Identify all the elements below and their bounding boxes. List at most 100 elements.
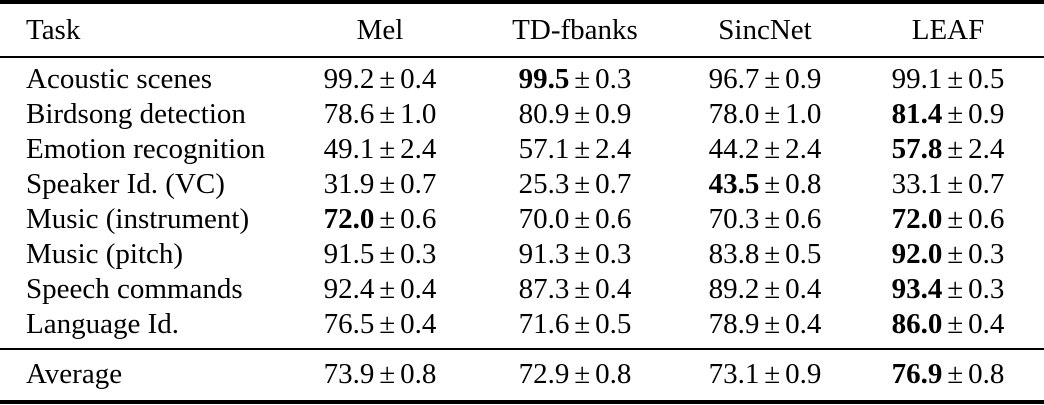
score-std: 0.4: [400, 63, 437, 95]
column-header-mel: Mel: [356, 14, 404, 46]
task-cell: Language Id.: [26, 308, 179, 340]
plus-minus-sign: ±: [574, 358, 591, 390]
score-std: 0.4: [400, 308, 437, 340]
score-cell: 89.2 ±0.4: [678, 272, 852, 307]
score-mean: 76.5: [323, 308, 375, 340]
plus-minus-sign: ±: [379, 203, 396, 235]
task-cell: Music (pitch): [26, 238, 184, 270]
score-cell: 93.4 ±0.3: [852, 272, 1044, 307]
plus-minus-sign: ±: [764, 358, 781, 390]
score-std: 0.4: [785, 273, 822, 305]
score-std: 2.4: [400, 133, 437, 165]
score-std: 2.4: [968, 133, 1005, 165]
table-row: Speaker Id. (VC) 31.9 ±0.7 25.3 ±0.7 43.5 ±0.8…: [0, 167, 1044, 202]
score-mean: 78.6: [323, 98, 375, 130]
score-mean: 92.4: [323, 273, 375, 305]
task-cell: Average: [26, 358, 123, 390]
task-cell: Speech commands: [26, 273, 243, 305]
plus-minus-sign: ±: [947, 168, 964, 200]
plus-minus-sign: ±: [379, 238, 396, 270]
score-cell: 25.3 ±0.7: [472, 167, 678, 202]
score-mean: 72.0: [323, 203, 375, 235]
score-std: 0.3: [595, 238, 632, 270]
plus-minus-sign: ±: [947, 203, 964, 235]
score-mean: 57.8: [891, 133, 943, 165]
score-cell: 81.4 ±0.9: [852, 97, 1044, 132]
score-mean: 70.0: [518, 203, 570, 235]
column-header-sincnet: SincNet: [718, 14, 812, 46]
score-cell: 92.4 ±0.4: [288, 272, 472, 307]
score-mean: 80.9: [518, 98, 570, 130]
plus-minus-sign: ±: [379, 63, 396, 95]
score-std: 0.3: [968, 273, 1005, 305]
score-mean: 72.0: [891, 203, 943, 235]
plus-minus-sign: ±: [947, 238, 964, 270]
task-cell: Birdsong detection: [26, 98, 246, 130]
plus-minus-sign: ±: [379, 273, 396, 305]
score-std: 0.6: [968, 203, 1005, 235]
score-std: 0.7: [968, 168, 1005, 200]
score-cell: 76.9 ±0.8: [852, 349, 1044, 402]
score-cell: 70.0 ±0.6: [472, 202, 678, 237]
score-mean: 83.8: [708, 238, 760, 270]
score-cell: 73.1 ±0.9: [678, 349, 852, 402]
score-cell: 72.0 ±0.6: [288, 202, 472, 237]
plus-minus-sign: ±: [764, 63, 781, 95]
score-std: 0.6: [400, 203, 437, 235]
score-std: 0.3: [400, 238, 437, 270]
plus-minus-sign: ±: [764, 308, 781, 340]
score-mean: 99.2: [323, 63, 375, 95]
score-mean: 99.5: [518, 63, 570, 95]
score-std: 0.5: [785, 238, 822, 270]
score-cell: 71.6 ±0.5: [472, 307, 678, 349]
plus-minus-sign: ±: [379, 358, 396, 390]
plus-minus-sign: ±: [574, 203, 591, 235]
column-header-leaf: LEAF: [911, 14, 985, 46]
plus-minus-sign: ±: [947, 273, 964, 305]
score-cell: 57.8 ±2.4: [852, 132, 1044, 167]
score-cell: 99.1 ±0.5: [852, 57, 1044, 97]
plus-minus-sign: ±: [764, 168, 781, 200]
score-cell: 49.1 ±2.4: [288, 132, 472, 167]
table-row: Language Id. 76.5 ±0.4 71.6 ±0.5 78.9 ±0.4 86.0…: [0, 307, 1044, 349]
table-row: Birdsong detection 78.6 ±1.0 80.9 ±0.9 78.0 ±1…: [0, 97, 1044, 132]
score-cell: 78.6 ±1.0: [288, 97, 472, 132]
score-std: 0.3: [595, 63, 632, 95]
plus-minus-sign: ±: [574, 63, 591, 95]
plus-minus-sign: ±: [574, 168, 591, 200]
score-cell: 76.5 ±0.4: [288, 307, 472, 349]
score-mean: 87.3: [518, 273, 570, 305]
score-std: 0.7: [400, 168, 437, 200]
plus-minus-sign: ±: [947, 63, 964, 95]
score-mean: 92.0: [891, 238, 943, 270]
score-cell: 96.7 ±0.9: [678, 57, 852, 97]
plus-minus-sign: ±: [379, 133, 396, 165]
plus-minus-sign: ±: [764, 273, 781, 305]
column-header-task: Task: [26, 14, 81, 46]
task-cell: Speaker Id. (VC): [26, 168, 225, 200]
score-cell: 91.5 ±0.3: [288, 237, 472, 272]
plus-minus-sign: ±: [379, 98, 396, 130]
score-cell: 33.1 ±0.7: [852, 167, 1044, 202]
plus-minus-sign: ±: [379, 168, 396, 200]
score-std: 0.7: [595, 168, 632, 200]
score-mean: 86.0: [891, 308, 943, 340]
plus-minus-sign: ±: [947, 133, 964, 165]
score-mean: 93.4: [891, 273, 943, 305]
score-std: 2.4: [595, 133, 632, 165]
score-std: 0.8: [968, 358, 1005, 390]
score-std: 0.9: [968, 98, 1005, 130]
plus-minus-sign: ±: [574, 308, 591, 340]
plus-minus-sign: ±: [947, 358, 964, 390]
score-mean: 81.4: [891, 98, 943, 130]
table-row: Speech commands 92.4 ±0.4 87.3 ±0.4 89.2 ±0.4 9…: [0, 272, 1044, 307]
plus-minus-sign: ±: [764, 98, 781, 130]
table-row: Music (pitch) 91.5 ±0.3 91.3 ±0.3 83.8 ±0.5 92.…: [0, 237, 1044, 272]
score-std: 1.0: [400, 98, 437, 130]
header-row: Task Mel TD-fbanks SincNet LEAF: [0, 2, 1044, 57]
plus-minus-sign: ±: [379, 308, 396, 340]
score-mean: 91.3: [518, 238, 570, 270]
score-cell: 73.9 ±0.8: [288, 349, 472, 402]
score-cell: 91.3 ±0.3: [472, 237, 678, 272]
